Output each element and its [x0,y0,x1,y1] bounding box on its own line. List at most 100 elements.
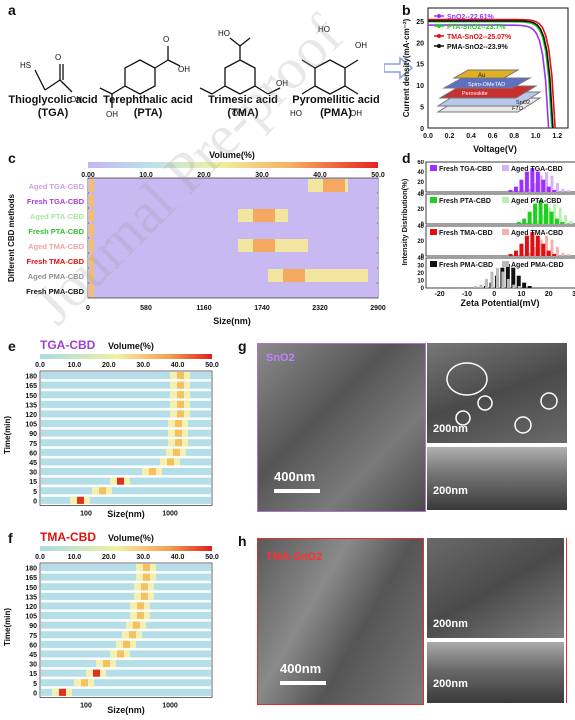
c-row [88,239,378,252]
d-subplot [425,161,575,193]
e-ytick: 120 [25,412,37,419]
sem-h-label: TMA-SnO2 [266,551,323,563]
c-row-peak [89,269,94,282]
f-colorbar-title: Volume(%) [108,533,154,543]
d-bar-fresh [541,243,546,256]
heatmap-f: TMA-CBD Volume(%) 0.0 10.0 20.0 30.0 40.0 50.… [3,530,219,715]
tga-structure: HS O OH [20,53,82,104]
b-legend-marker [437,14,441,18]
d-bar-fresh [530,168,535,192]
molecule-tga: Thioglycolic acid (TGA) [8,94,98,119]
b-ytick: 5 [420,105,424,112]
d-bar-fresh [546,186,551,192]
e-xtick: 1000 [162,510,178,517]
d-bar-aged [534,247,538,256]
panel-label-e: e [8,338,16,354]
svg-text:OH: OH [355,41,367,50]
d-bar-aged [517,286,521,288]
e-row [41,391,211,399]
svg-text:O: O [163,35,169,44]
e-ytick: 135 [25,402,37,409]
f-ytick: 165 [25,575,37,582]
c-row [88,209,378,222]
sem-g-scale: 400nm [274,469,316,484]
d-ytick: 60 [417,160,424,166]
d-bar-aged [506,279,510,288]
d-bar-aged [545,172,548,192]
d-bar-fresh [560,222,565,224]
f-ytick: 60 [29,642,37,649]
svg-text:OH: OH [232,109,244,118]
d-bar-aged [501,271,505,288]
d-bar-fresh [533,203,538,224]
layer-sno2: SnO2 [516,100,530,106]
svg-text:HO: HO [290,109,302,118]
b-ytick: 15 [416,62,424,69]
d-bar-fresh [538,200,543,224]
svg-text:HS: HS [20,61,31,70]
c-row-peak [89,209,94,222]
c-row-peak [89,254,94,267]
e-peak [173,448,180,456]
d-bar-aged [539,239,543,256]
b-xtick: 1.2 [552,133,562,140]
c-cbtick: 20.0 [197,172,211,179]
panel-h-border [566,538,567,703]
e-ytick: 0 [33,498,37,505]
d-bar-fresh [549,211,554,224]
d-bar-aged [485,279,488,288]
svg-text:OH: OH [106,110,118,119]
e-peak [117,477,124,485]
d-legend-fresh: Fresh TGA-CBD [439,166,492,173]
c-cbtick: 50.0 [371,172,385,179]
c-row [88,224,378,237]
d-bar-aged [528,188,532,192]
jv-curve-0 [428,24,550,129]
c-cbtick: 40.0 [313,172,327,179]
d-bar-fresh [546,250,551,256]
sem-g-top-scale: 200nm [433,423,468,435]
d-bar-fresh [519,243,524,256]
b-xtick: 0.4 [466,133,476,140]
f-cbtick: 30.0 [136,554,150,561]
e-row [41,448,211,456]
f-row [41,669,211,677]
e-row [41,439,211,447]
d-legend-fresh: Fresh PMA-CBD [439,262,493,269]
e-peak [149,468,156,476]
d-ytick: 30 [417,264,424,270]
d-ylabel: Intensity Distribution(%) [400,178,409,265]
d-ytick: 40 [417,256,424,262]
layer-fto: FTO [512,106,524,112]
e-peak [175,420,182,428]
e-plot [39,370,213,506]
d-bar-aged [539,175,543,192]
d-ytick: 40 [417,224,424,230]
sem-h-top-scale: 200nm [433,618,468,630]
d-bar-fresh [516,222,521,224]
f-peak [141,583,148,591]
f-row [41,679,211,687]
d-ytick: 0 [421,190,425,196]
d-legend-swatch [430,197,437,203]
e-ytick: 60 [29,450,37,457]
f-peak [143,564,150,572]
b-xtick: 0.6 [488,133,498,140]
c-xtick: 580 [140,305,152,312]
b-ytick: 10 [416,83,424,90]
d-bar-aged [564,215,568,224]
d-bar-aged [561,188,565,192]
b-legend-marker [437,34,441,38]
sem-h-bottom: 200nm [427,642,564,703]
panel-label-g: g [238,338,247,354]
panel-label-f: f [8,530,13,546]
d-ytick: 20 [417,180,424,186]
d-bar-aged [512,284,516,288]
c-colorbar [88,162,378,168]
tma-structure: HO OH OH [199,29,288,118]
panel-label-c: c [8,150,16,166]
b-legend-entry: SnO2--22.61% [447,14,494,21]
c-xtick: 0 [86,305,90,312]
layer-perovskite: Perovskite [462,91,488,97]
f-cbtick: 20.0 [102,554,116,561]
